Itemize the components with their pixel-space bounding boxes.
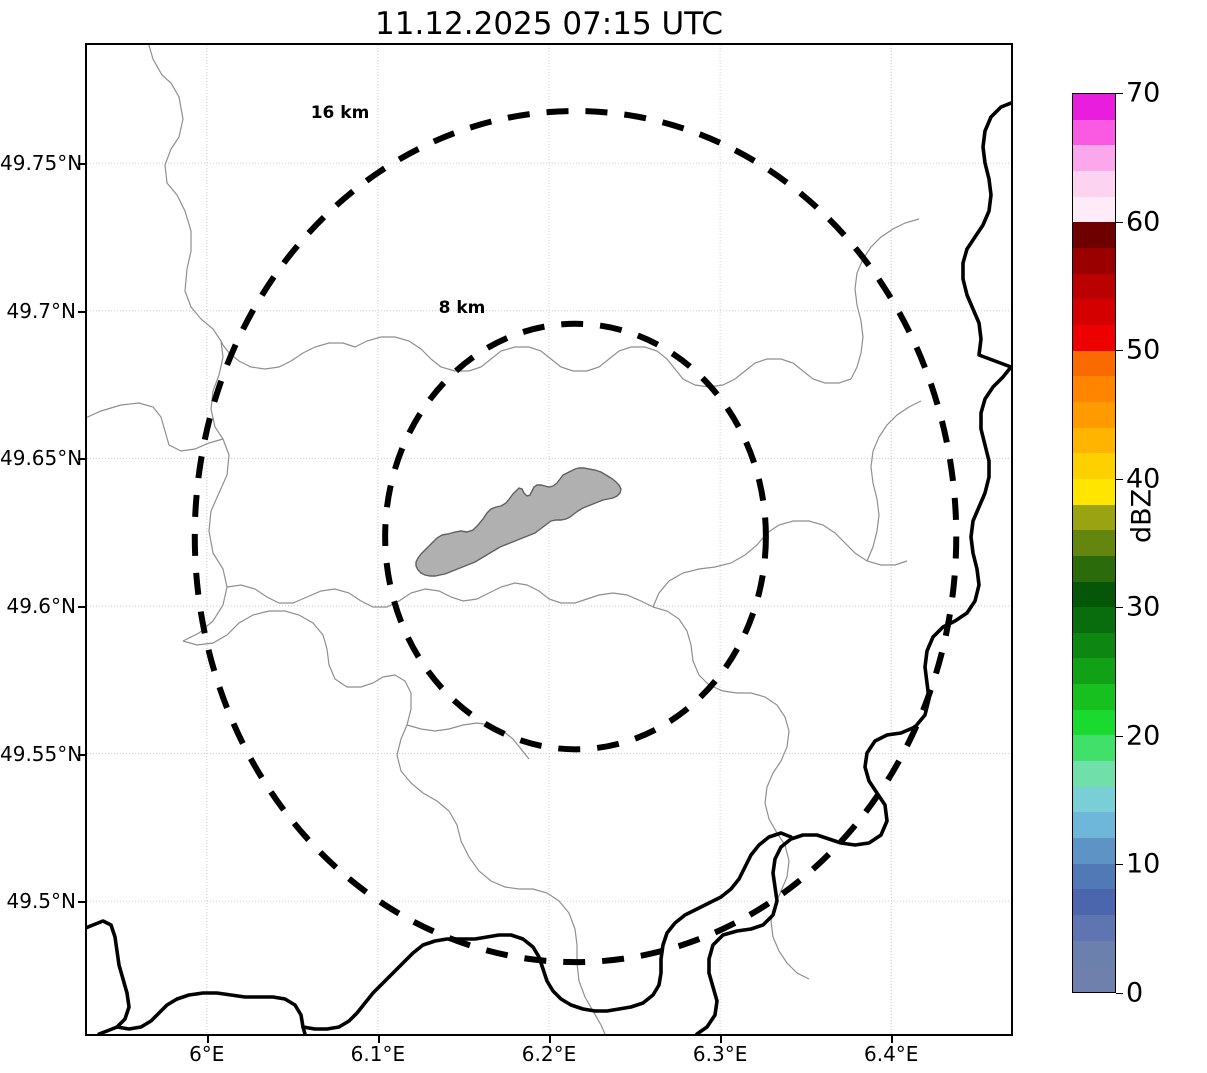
range-ring-16km xyxy=(191,107,960,966)
longitude-tick-label: 6.1°E xyxy=(350,1042,406,1066)
colorbar-tick xyxy=(1116,350,1123,352)
colorbar-band xyxy=(1073,735,1115,762)
latitude-tick-label: 49.65°N xyxy=(0,446,83,471)
range-ring-label-8km: 8 km xyxy=(438,298,486,318)
colorbar-band xyxy=(1073,684,1115,710)
map-canvas xyxy=(87,45,1011,1034)
longitude-tick xyxy=(206,1036,209,1043)
airport-area-polygon xyxy=(415,467,622,577)
colorbar-band xyxy=(1073,196,1115,223)
colorbar-tick-label: 70 xyxy=(1126,77,1161,109)
latitude-tick xyxy=(78,753,85,756)
colorbar-tick xyxy=(1116,993,1123,994)
colorbar-tick xyxy=(1116,93,1123,94)
latitude-tick-label: 49.75°N xyxy=(0,151,83,176)
colorbar-band xyxy=(1073,658,1115,685)
longitude-tick-label: 6.4°E xyxy=(863,1042,919,1066)
longitude-tick xyxy=(377,1036,380,1043)
colorbar-band xyxy=(1073,453,1115,479)
longitude-tick xyxy=(720,1036,723,1043)
colorbar-band xyxy=(1073,273,1115,300)
colorbar-band xyxy=(1073,324,1115,351)
longitude-tick-label: 6.3°E xyxy=(692,1042,748,1066)
longitude-tick xyxy=(549,1036,551,1043)
colorbar-tick xyxy=(1116,735,1123,737)
national-border xyxy=(87,101,1011,1034)
colorbar-band xyxy=(1073,786,1115,813)
colorbar-band xyxy=(1073,427,1115,454)
latitude-tick xyxy=(78,605,85,608)
colorbar-tick-label: 10 xyxy=(1126,848,1161,880)
latitude-tick xyxy=(78,163,85,166)
colorbar-tick-label: 50 xyxy=(1126,334,1161,366)
latitude-tick-label: 49.7°N xyxy=(6,298,77,323)
latitude-tick-label: 49.6°N xyxy=(6,593,77,618)
colorbar-band xyxy=(1073,299,1115,325)
colorbar-band xyxy=(1073,145,1115,171)
colorbar-band xyxy=(1073,632,1115,659)
colorbar-tick xyxy=(1116,864,1123,866)
colorbar[interactable] xyxy=(1072,93,1116,993)
colorbar-band xyxy=(1073,555,1115,582)
colorbar-band xyxy=(1073,401,1115,428)
colorbar-band xyxy=(1073,915,1115,941)
colorbar-band xyxy=(1073,966,1115,992)
page-title: 11.12.2025 07:15 UTC xyxy=(375,6,723,42)
map-panel[interactable]: 16 km 8 km xyxy=(85,43,1013,1036)
colorbar-band xyxy=(1073,94,1115,120)
colorbar-axis-label: dBZ xyxy=(1126,488,1158,543)
colorbar-tick xyxy=(1116,478,1123,480)
range-ring-8km xyxy=(382,320,769,753)
range-ring-label-16km: 16 km xyxy=(310,103,370,123)
colorbar-band xyxy=(1073,889,1115,916)
colorbar-band xyxy=(1073,376,1115,402)
colorbar-tick xyxy=(1116,607,1123,609)
latitude-tick-label: 49.55°N xyxy=(0,741,83,766)
colorbar-band xyxy=(1073,581,1115,608)
colorbar-tick-label: 40 xyxy=(1126,463,1161,495)
colorbar-band xyxy=(1073,863,1115,890)
colorbar-band xyxy=(1073,171,1115,197)
colorbar-band xyxy=(1073,350,1115,377)
colorbar-tick-label: 20 xyxy=(1126,720,1161,752)
colorbar-band xyxy=(1073,761,1115,787)
colorbar-band xyxy=(1073,247,1115,274)
latitude-tick xyxy=(78,458,85,461)
latitude-tick xyxy=(78,310,85,313)
colorbar-band xyxy=(1073,607,1115,633)
colorbar-band xyxy=(1073,119,1115,146)
colorbar-tick xyxy=(1116,221,1123,223)
colorbar-band xyxy=(1073,812,1115,839)
colorbar-band xyxy=(1073,940,1115,967)
colorbar-band xyxy=(1073,530,1115,556)
colorbar-tick-label: 30 xyxy=(1126,591,1161,623)
colorbar-band xyxy=(1073,838,1115,864)
latitude-tick xyxy=(78,901,85,904)
longitude-tick-label: 6.2°E xyxy=(521,1042,577,1066)
map-gridlines xyxy=(87,45,1011,1034)
longitude-tick xyxy=(891,1036,894,1043)
longitude-tick-label: 6°E xyxy=(189,1042,225,1066)
colorbar-band xyxy=(1073,222,1115,248)
latitude-tick-label: 49.5°N xyxy=(6,889,77,914)
colorbar-band xyxy=(1073,709,1115,736)
colorbar-tick-label: 0 xyxy=(1126,977,1144,1009)
range-rings xyxy=(191,107,960,966)
colorbar-band xyxy=(1073,504,1115,531)
colorbar-tick-label: 60 xyxy=(1126,206,1161,238)
colorbar-band xyxy=(1073,478,1115,505)
